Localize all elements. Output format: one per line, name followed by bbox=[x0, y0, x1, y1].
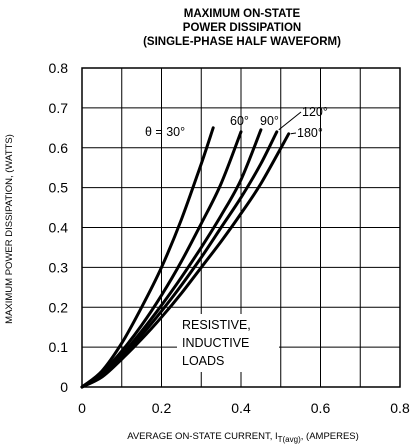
leader-180-deg bbox=[290, 132, 297, 135]
x-tick-label: 0 bbox=[78, 400, 86, 416]
annotation-background bbox=[177, 314, 279, 372]
y-tick-label: 0.3 bbox=[49, 259, 69, 275]
y-tick-label: 0.8 bbox=[49, 60, 69, 76]
label-60-deg: 60° bbox=[230, 114, 249, 128]
series-line-1 bbox=[80, 130, 243, 389]
label-180-deg: 180° bbox=[297, 126, 323, 140]
x-tick-label: 0.2 bbox=[152, 400, 172, 416]
label-30-deg: θ = 30° bbox=[145, 125, 185, 139]
plot-frame bbox=[81, 67, 401, 388]
label-90-deg: 90° bbox=[260, 114, 279, 128]
series-line-4 bbox=[80, 132, 291, 389]
y-tick-label: 0.2 bbox=[49, 299, 69, 315]
y-axis-label: MAXIMUM POWER DISSIPATION, (WATTS) bbox=[4, 134, 15, 324]
title-line-2: POWER DISSIPATION bbox=[183, 22, 301, 34]
x-axis-label: AVERAGE ON-STATE CURRENT, IT(avg), (AMPE… bbox=[127, 431, 359, 444]
y-tick-label: 0.5 bbox=[49, 180, 69, 196]
title-line-1: MAXIMUM ON-STATE bbox=[184, 8, 301, 20]
x-tick-label: 0.6 bbox=[311, 400, 331, 416]
x-axis-label-subscript: T(avg) bbox=[278, 435, 301, 444]
leader-120-deg bbox=[278, 111, 302, 131]
chart-title: MAXIMUM ON-STATE POWER DISSIPATION (SING… bbox=[143, 8, 341, 48]
grid bbox=[81, 67, 401, 388]
tick-labels: 0 0.1 0.2 0.3 0.4 0.5 0.6 0.7 0.8 0 0.2 0.4 0.6 0.8 bbox=[49, 60, 410, 416]
title-line-3: (SINGLE-PHASE HALF WAVEFORM) bbox=[143, 36, 341, 48]
curves bbox=[80, 126, 291, 389]
series-line-0 bbox=[80, 126, 215, 389]
x-tick-label: 0.4 bbox=[231, 400, 251, 416]
y-tick-label: 0.1 bbox=[49, 339, 69, 355]
curve-labels: θ = 30° 60° 90° 120° 180° bbox=[145, 105, 328, 140]
y-tick-label: 0.7 bbox=[49, 100, 69, 116]
y-tick-label: 0.4 bbox=[49, 220, 69, 236]
x-axis-label-tail: , (AMPERES) bbox=[301, 431, 359, 442]
annotation-line-2: INDUCTIVE bbox=[182, 336, 249, 350]
label-120-deg: 120° bbox=[302, 105, 328, 119]
y-tick-label: 0 bbox=[60, 379, 68, 395]
x-axis-label-main: AVERAGE ON-STATE CURRENT, I bbox=[127, 431, 277, 442]
annotation-line-3: LOADS bbox=[182, 354, 224, 368]
annotation-line-1: RESISTIVE, bbox=[182, 318, 251, 332]
x-tick-label: 0.8 bbox=[390, 400, 410, 416]
y-tick-label: 0.6 bbox=[49, 140, 69, 156]
